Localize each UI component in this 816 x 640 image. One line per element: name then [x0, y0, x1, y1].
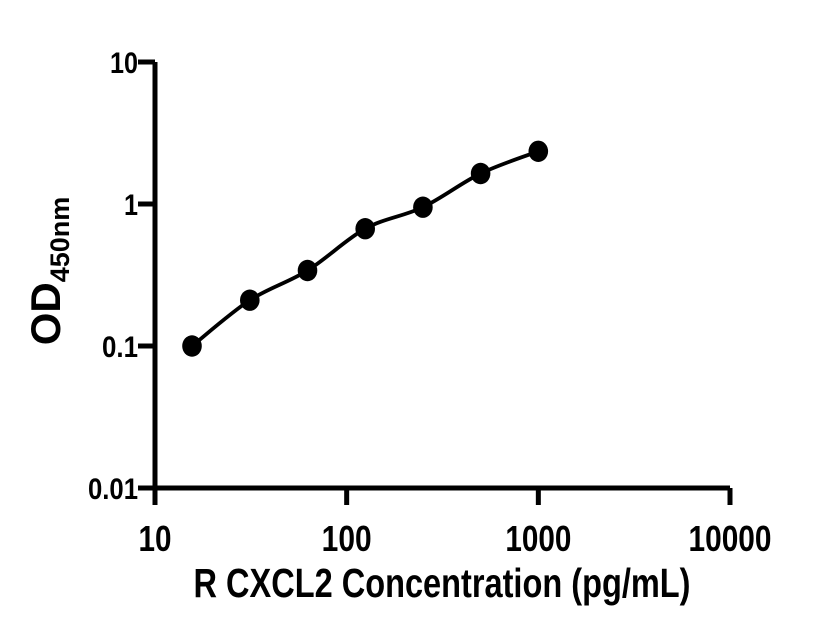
data-point-marker	[240, 289, 260, 311]
data-point-marker	[470, 162, 491, 185]
x-tick-label: 100	[322, 518, 372, 559]
data-point-marker	[528, 140, 549, 162]
data-point-marker	[355, 218, 376, 240]
axis-ticks	[138, 59, 733, 505]
x-axis-title: R CXCL2 Concentration (pg/mL)	[194, 560, 691, 606]
data-point-marker	[413, 196, 433, 218]
x-tick-label: 10000	[689, 518, 772, 559]
y-tick-label: 1	[124, 189, 138, 222]
axis-frame	[152, 62, 731, 491]
y-tick-label: 0.01	[88, 473, 138, 506]
data-series	[182, 140, 549, 357]
y-axis-title-subscript: 450nm	[45, 197, 75, 283]
data-point-marker	[297, 259, 318, 282]
y-tick-label: 10	[110, 47, 138, 80]
y-axis-title: OD450nm	[22, 197, 75, 346]
data-point-marker	[182, 335, 202, 357]
x-tick-label: 10	[139, 518, 172, 559]
y-axis-title-main: OD	[22, 282, 69, 345]
axis-tick-labels: 10 100 1000 10000 10 1 0.1 0.01	[88, 47, 772, 559]
x-tick-label: 1000	[505, 518, 571, 559]
y-tick-label: 0.1	[102, 331, 138, 364]
axes	[152, 62, 731, 491]
